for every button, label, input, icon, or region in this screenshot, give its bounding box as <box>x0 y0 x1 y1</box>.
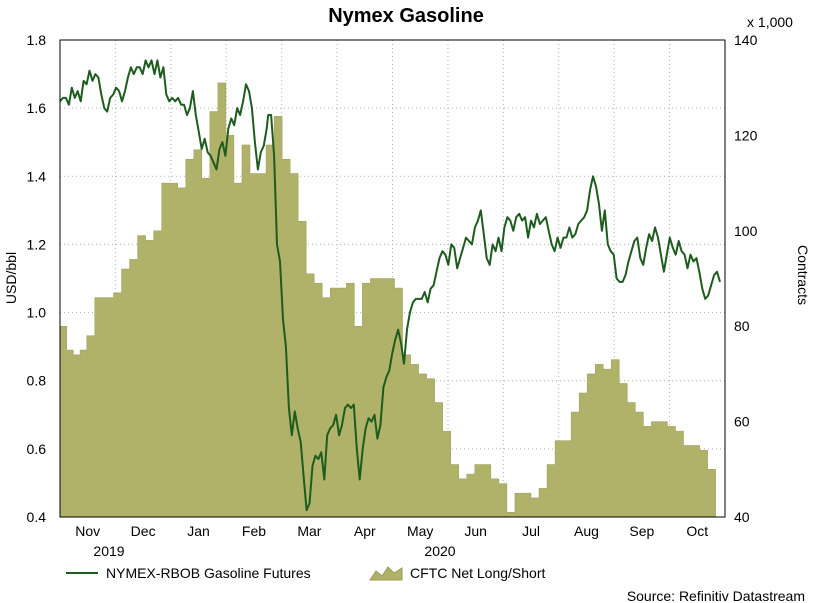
x-tick-label: Sep <box>629 523 654 539</box>
x-tick-label: Jul <box>522 523 540 539</box>
y-right-tick-label: 60 <box>734 414 750 430</box>
x-tick-label: Dec <box>131 523 156 539</box>
chart-title: Nymex Gasoline <box>328 5 484 27</box>
y-right-tick-label: 140 <box>734 32 758 48</box>
y-left-tick-labels: 1.8 1.6 1.4 1.2 1.0 0.8 0.6 0.4 <box>27 32 47 525</box>
y-left-tick-label: 1.8 <box>27 32 47 48</box>
y-left-tick-label: 0.4 <box>27 509 47 525</box>
x-tick-label: Nov <box>75 523 100 539</box>
legend-line-label: NYMEX-RBOB Gasoline Futures <box>106 565 311 581</box>
x-tick-label: Oct <box>686 523 708 539</box>
y-right-axis-title: Contracts <box>795 245 811 305</box>
x-tick-label: Feb <box>242 523 266 539</box>
y-left-tick-label: 1.4 <box>27 168 47 184</box>
source-note: Source: Refinitiv Datastream <box>627 588 805 603</box>
area-series-layer <box>59 82 725 518</box>
y-left-tick-label: 1.6 <box>27 100 47 116</box>
x-tick-label: Jun <box>464 523 487 539</box>
y-right-tick-label: 100 <box>734 223 758 239</box>
x-tick-labels: Nov Dec Jan Feb Mar Apr May Jun Jul Aug Sep Oct <box>75 523 708 539</box>
y-right-multiplier: x 1,000 <box>747 14 793 30</box>
year-label-2019: 2019 <box>93 543 124 559</box>
x-tick-label: Aug <box>574 523 599 539</box>
y-left-tick-label: 1.0 <box>27 305 47 321</box>
y-right-tick-label: 80 <box>734 318 750 334</box>
x-tick-label: Mar <box>297 523 321 539</box>
area-series-cftc <box>59 82 725 518</box>
x-tick-label: Jan <box>187 523 210 539</box>
y-right-tick-label: 120 <box>734 127 758 143</box>
y-left-axis-title: USD/bbl <box>3 252 19 304</box>
y-right-tick-labels: 140 120 100 80 60 40 <box>734 32 758 525</box>
x-tick-label: Apr <box>354 523 376 539</box>
y-left-tick-label: 0.6 <box>27 441 47 457</box>
legend-area-swatch <box>369 566 403 581</box>
plot-frame <box>59 39 726 518</box>
y-right-tick-label: 40 <box>734 509 750 525</box>
x-tick-label: May <box>407 523 433 539</box>
line-series-rbob <box>59 59 721 512</box>
line-series-layer <box>59 59 721 512</box>
y-left-tick-label: 0.8 <box>27 373 47 389</box>
legend-area-label: CFTC Net Long/Short <box>410 565 545 581</box>
y-left-tick-label: 1.2 <box>27 236 47 252</box>
year-label-2020: 2020 <box>424 543 455 559</box>
legend: NYMEX-RBOB Gasoline Futures CFTC Net Lon… <box>66 565 545 581</box>
